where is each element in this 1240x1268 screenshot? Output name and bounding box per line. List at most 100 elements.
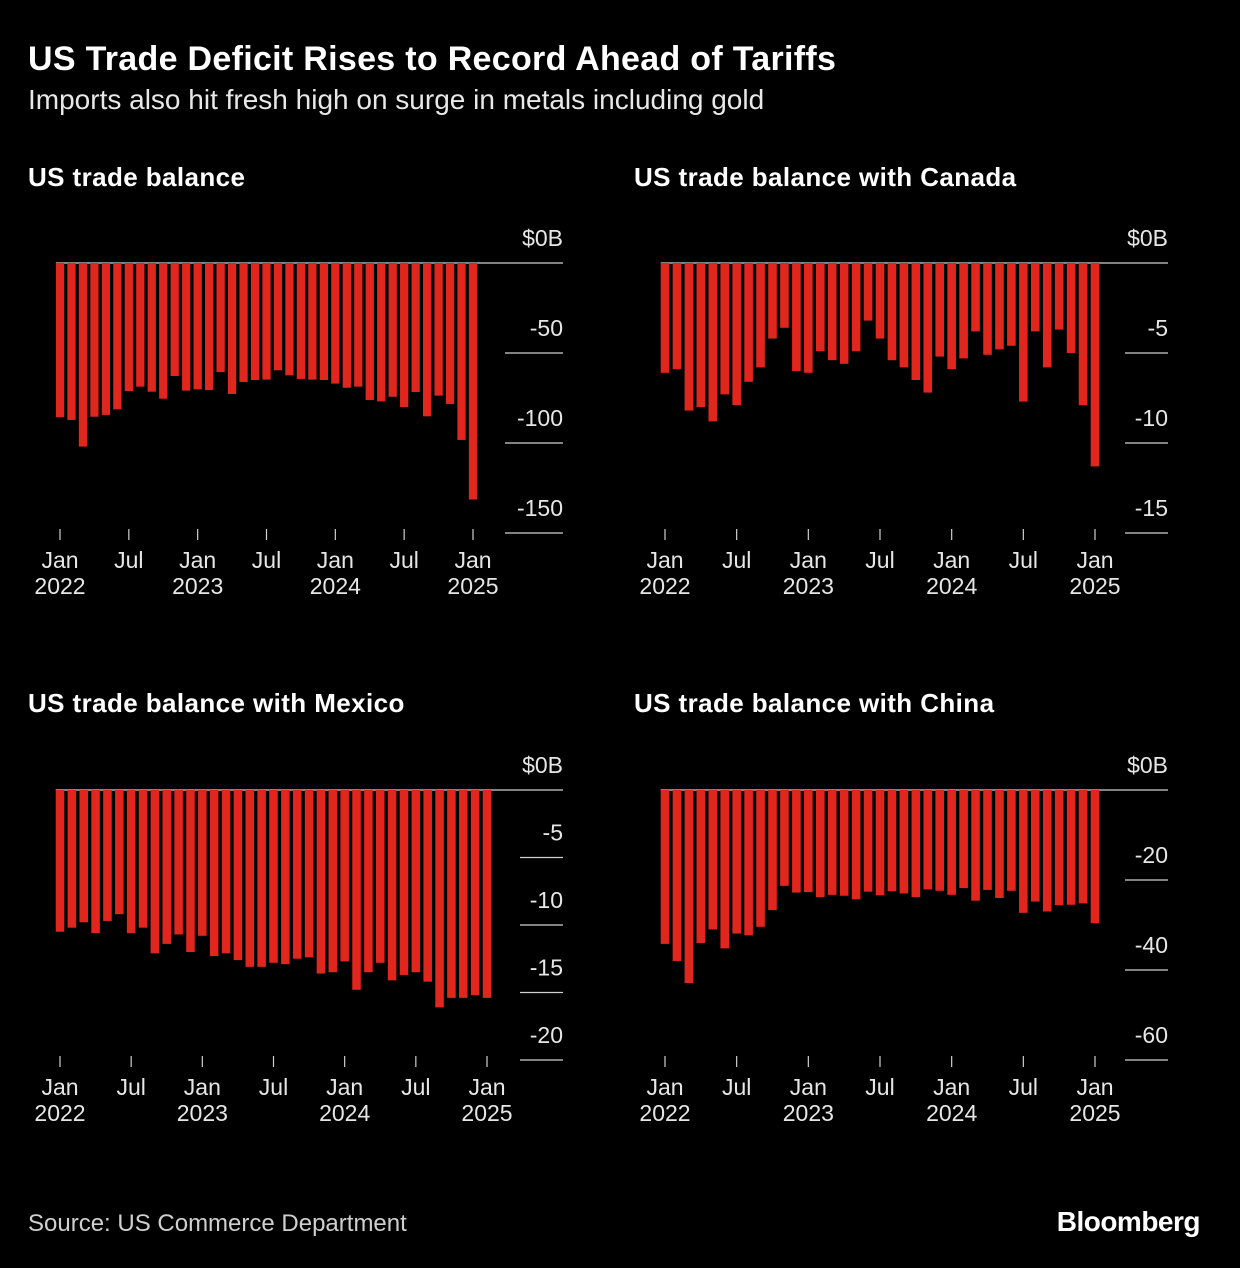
x-tick-label-month: Jul	[114, 547, 143, 573]
bar	[400, 263, 409, 407]
bar	[308, 263, 317, 380]
bar	[470, 790, 480, 996]
bar	[67, 263, 76, 420]
bar	[983, 790, 992, 890]
x-tick-label-month: Jan	[1076, 1074, 1113, 1100]
bar	[79, 790, 88, 923]
bar	[364, 790, 373, 973]
bar	[162, 790, 172, 944]
bar	[1066, 790, 1076, 905]
bar	[923, 263, 933, 393]
y-tick-label: -15	[1135, 495, 1168, 521]
panel-title-canada: US trade balance with Canada	[634, 162, 1017, 192]
bar	[839, 790, 849, 896]
x-tick-label-year: 2023	[783, 573, 834, 599]
bar	[899, 790, 909, 894]
bar	[340, 790, 349, 962]
bar	[331, 263, 340, 384]
bar	[1054, 790, 1064, 906]
bar	[995, 263, 1004, 350]
bar	[1030, 790, 1040, 902]
x-tick-label-month: Jan	[468, 1074, 505, 1100]
bar	[147, 263, 156, 392]
bar	[732, 790, 741, 934]
x-tick-label-month: Jan	[790, 1074, 827, 1100]
chart-title: US Trade Deficit Rises to Record Ahead o…	[28, 40, 837, 78]
bar	[1042, 790, 1052, 912]
bar	[281, 790, 290, 965]
bar	[827, 790, 837, 895]
bar	[1007, 263, 1016, 346]
y-tick-label: -5	[1148, 315, 1168, 341]
bar	[411, 790, 421, 973]
bar	[1019, 263, 1028, 402]
bar	[756, 790, 765, 927]
bar	[245, 790, 255, 967]
y-tick-label: -15	[530, 955, 563, 981]
bar	[434, 263, 443, 396]
bar	[138, 790, 148, 928]
y-tick-label: -10	[1135, 405, 1168, 431]
x-tick-label-month: Jan	[41, 547, 78, 573]
y-tick-label: -100	[517, 405, 563, 431]
bar	[103, 790, 112, 921]
bar	[792, 790, 801, 893]
x-tick-label-month: Jul	[722, 1074, 751, 1100]
x-tick-label-year: 2024	[926, 1100, 977, 1126]
x-tick-label-year: 2025	[1069, 1100, 1120, 1126]
panel-title-mexico: US trade balance with Mexico	[28, 688, 405, 718]
bar	[923, 790, 933, 890]
bar	[328, 790, 338, 973]
bar	[159, 263, 168, 399]
bar	[660, 263, 670, 373]
bar	[792, 263, 801, 371]
x-tick-label-month: Jan	[41, 1074, 78, 1100]
bar	[672, 790, 682, 961]
bar	[1066, 263, 1076, 353]
bar	[851, 790, 861, 900]
bar	[708, 263, 718, 422]
bar	[67, 790, 77, 928]
bar	[768, 263, 777, 339]
bar	[113, 263, 122, 410]
y-tick-label: $0B	[1127, 225, 1168, 251]
x-tick-label-month: Jan	[326, 1074, 363, 1100]
bar	[136, 263, 145, 387]
bar	[457, 263, 466, 440]
bar	[971, 790, 980, 901]
x-tick-label-month: Jul	[116, 1074, 145, 1100]
bar	[269, 790, 278, 963]
bar	[352, 790, 361, 990]
bar	[193, 263, 202, 390]
bar	[875, 790, 885, 896]
bar	[468, 263, 478, 500]
x-tick-label-month: Jan	[179, 547, 216, 573]
bar	[388, 263, 397, 397]
bar	[1042, 263, 1052, 368]
x-tick-label-year: 2022	[34, 1100, 85, 1126]
x-tick-label-month: Jan	[933, 547, 970, 573]
bar	[887, 263, 897, 361]
bar	[935, 790, 945, 891]
bar	[804, 263, 813, 373]
bar	[684, 790, 694, 984]
x-tick-label-year: 2024	[310, 573, 361, 599]
x-tick-label-month: Jul	[259, 1074, 288, 1100]
bar	[720, 790, 730, 949]
x-tick-label-month: Jul	[722, 547, 751, 573]
bar	[1090, 790, 1100, 924]
bar	[55, 790, 65, 932]
y-tick-label: $0B	[1127, 752, 1168, 778]
y-tick-label: -40	[1135, 932, 1168, 958]
bloomberg-logo: Bloomberg	[1056, 1206, 1201, 1237]
bar	[660, 790, 670, 944]
x-tick-label-month: Jul	[865, 547, 894, 573]
bar	[292, 790, 302, 959]
bar	[780, 263, 789, 328]
bar	[316, 790, 326, 974]
bar	[959, 263, 968, 359]
bar	[672, 263, 682, 370]
bar	[447, 790, 456, 998]
y-tick-label: -10	[530, 887, 563, 913]
